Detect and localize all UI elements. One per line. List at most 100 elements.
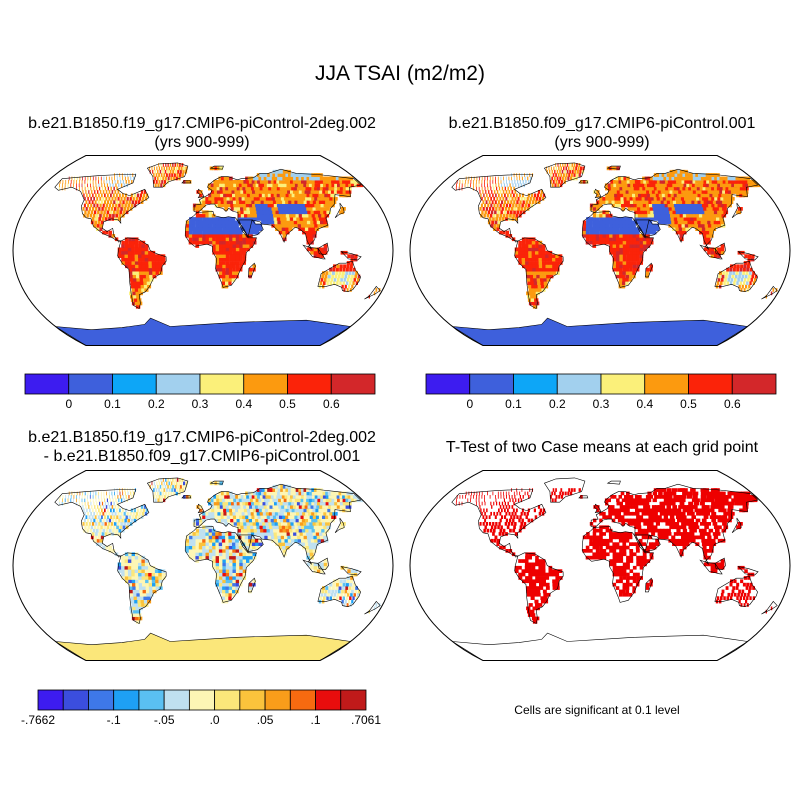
ttest-coast-arabia (635, 534, 661, 553)
case1-map-border (12, 155, 394, 346)
case1-coast-britain (197, 188, 205, 199)
case2-antarctica (452, 318, 748, 346)
case2-coast-madagascar (644, 262, 653, 278)
case1-grid (54, 162, 381, 346)
case1-colorbar-swatch-5 (243, 373, 288, 395)
diff-colorbar-label: -.7662 (20, 713, 56, 727)
diff-map-border (12, 470, 394, 661)
ttest-coast-japan (731, 517, 742, 534)
case2-colorbar-swatch-5 (644, 373, 689, 395)
case2-coast-newguinea (737, 251, 759, 261)
diff-colorbar (37, 689, 367, 711)
diff-colorbar-label: -.1 (106, 713, 121, 727)
case1-coast-namerica (54, 174, 150, 243)
diff-coast-eurasia (193, 483, 362, 565)
case2-coast-iceland (578, 180, 589, 184)
case2-map (409, 155, 791, 346)
case2-coast-indonesia (699, 244, 723, 260)
case2-coast-antarctica (452, 317, 749, 346)
case2-coast-namerica (451, 174, 547, 243)
case1-colorbar-label: 0.2 (147, 397, 165, 411)
case1-coast-newguinea (340, 251, 362, 261)
case1-coast-iceland (181, 180, 192, 184)
case1-colorbar-label: 0.6 (322, 397, 340, 411)
case2-colorbar-label: 0 (466, 397, 474, 411)
diff-title-line2: - b.e21.B1850.f09_g17.CMIP6-piControl.00… (43, 448, 361, 465)
ttest-coast-madagascar (644, 577, 653, 593)
case1-title: b.e21.B1850.f19_g17.CMIP6-piControl-2deg… (0, 114, 404, 152)
case1-title-line2: (yrs 900-999) (154, 134, 250, 151)
case2-colorbar-label: 0.6 (723, 397, 741, 411)
ttest-coast-australia (714, 575, 758, 608)
diff-colorbar-swatch-10 (289, 689, 316, 711)
case1-map (12, 155, 394, 346)
diff-colorbar-swatch-4 (138, 689, 165, 711)
diff-coast-africa (184, 526, 257, 603)
diff-colorbar-label: .0 (209, 713, 220, 727)
ttest-coast-samerica (514, 552, 564, 625)
ttest-coast-greenland (543, 477, 586, 503)
case1-colorbar-label: 0 (65, 397, 73, 411)
case1-colorbar-label: 0.1 (104, 397, 121, 411)
diff-colorbar-swatch-3 (113, 689, 140, 711)
ttest-coast-eurasia (590, 483, 759, 565)
case1-coast-madagascar (247, 262, 256, 278)
case1-coast-newzealand (364, 285, 381, 300)
case1-coast-antarctica (55, 317, 352, 346)
ttest-coast-borneo (714, 557, 726, 571)
case1-coast-greenland (146, 162, 189, 188)
case2-coast-samerica (514, 237, 564, 310)
case2-colorbar-label: 0.2 (548, 397, 566, 411)
case1-coast-svalbard (209, 165, 224, 170)
case2-title-line1: b.e21.B1850.f09_g17.CMIP6-piControl.001 (448, 115, 756, 132)
diff-coast-arabia (238, 534, 264, 553)
ttest-coast-namerica (451, 489, 547, 558)
diff-coast-svalbard (209, 480, 224, 485)
diff-grid (54, 477, 381, 661)
diff-colorbar-swatch-11 (315, 689, 342, 711)
case2-coast-australia (714, 260, 758, 293)
case1-colorbar-swatch-6 (287, 373, 332, 395)
diff-coast-samerica (117, 552, 167, 625)
case1-coast-australia (317, 260, 361, 293)
case2-coast-greenland (543, 162, 586, 188)
case1-colorbar-label: 0.5 (279, 397, 296, 411)
case2-colorbar (425, 373, 777, 395)
case1-antarctica (55, 318, 351, 346)
case2-grid (451, 162, 778, 346)
diff-antarctica (55, 633, 351, 661)
diff-colorbar-swatch-1 (62, 689, 89, 711)
case2-coast-borneo (714, 242, 726, 256)
ttest-coast-britain (594, 503, 602, 514)
ttest-grid (451, 477, 778, 661)
diff-coast-newguinea (340, 566, 362, 576)
case1-colorbar-swatch-0 (24, 373, 70, 395)
case1-coast-borneo (317, 242, 329, 256)
diff-coast-antarctica (55, 632, 352, 661)
case1-coast-eurasia (193, 168, 362, 250)
case2-coast-eurasia (590, 168, 759, 250)
case2-colorbar-swatch-3 (556, 373, 602, 395)
diff-coast-borneo (317, 557, 329, 571)
case1-colorbar-swatch-7 (330, 373, 376, 395)
diff-coast-madagascar (247, 577, 256, 593)
diff-colorbar-swatch-8 (239, 689, 266, 711)
case2-colorbar-label: 0.5 (680, 397, 697, 411)
case1-colorbar-label: 0.3 (191, 397, 209, 411)
case2-coast-britain (594, 188, 602, 199)
case2-colorbar-label: 0.4 (636, 397, 654, 411)
diff-colorbar-swatch-9 (264, 689, 291, 711)
ttest-coast-iceland (578, 495, 589, 499)
diff-colorbar-label: .7061 (350, 713, 382, 727)
significance-note: Cells are significant at 0.1 level (514, 703, 680, 717)
case1-colorbar (24, 373, 376, 395)
case2-colorbar-label: 0.1 (505, 397, 522, 411)
ttest-coast-africa (581, 526, 654, 603)
case2-coast-japan (731, 202, 742, 219)
case2-coast-svalbard (606, 165, 621, 170)
case1-coast-japan (334, 202, 345, 219)
ttest-coast-indonesia (699, 559, 723, 575)
diff-colorbar-label: .1 (310, 713, 321, 727)
case1-coast-indonesia (302, 244, 326, 260)
case2-colorbar-swatch-2 (513, 373, 558, 395)
